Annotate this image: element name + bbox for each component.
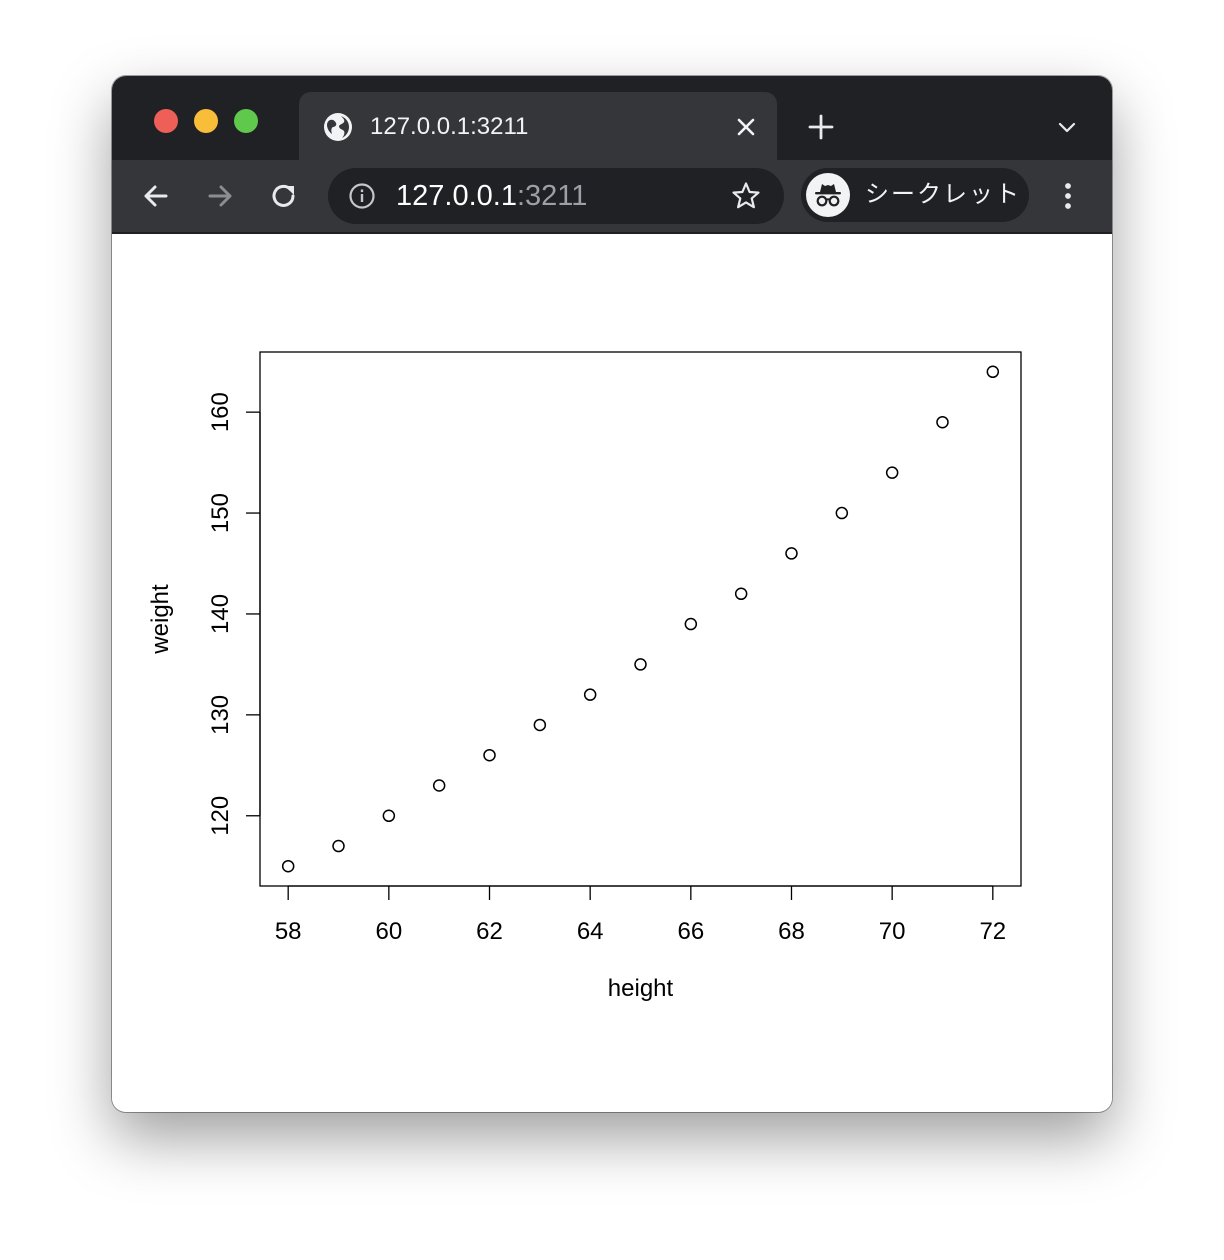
data-point (583, 688, 597, 701)
y-tick-label: 130 (207, 695, 234, 735)
browser-toolbar: 127.0.0.1:3211 シークレット (112, 160, 1112, 234)
url-host: 127.0.0.1 (396, 180, 517, 212)
x-tick-label: 64 (577, 918, 604, 945)
data-point (533, 718, 547, 732)
data-point (483, 748, 496, 762)
forward-button[interactable] (202, 178, 238, 214)
data-point (332, 839, 345, 853)
data-point (634, 658, 647, 671)
incognito-profile-button[interactable]: シークレット (801, 168, 1029, 222)
browser-tab[interactable]: 127.0.0.1:3211 (299, 92, 777, 160)
x-tick-label: 60 (375, 918, 402, 945)
kebab-menu-icon[interactable] (1054, 180, 1082, 212)
y-tick-label: 160 (207, 392, 234, 432)
info-icon[interactable] (348, 182, 376, 210)
x-tick-label: 62 (476, 918, 503, 945)
new-tab-button[interactable] (806, 112, 836, 142)
x-tick-label: 72 (979, 918, 1006, 945)
tab-title: 127.0.0.1:3211 (370, 113, 529, 140)
y-tick-label: 120 (207, 796, 234, 836)
data-point (281, 859, 295, 873)
y-axis-label: weight (147, 584, 174, 655)
tab-strip: 127.0.0.1:3211 (112, 76, 1112, 160)
page-content: 58 60 62 64 66 68 70 72 120 130 140 150 160 height wei… (112, 234, 1112, 1112)
chevron-down-icon[interactable] (1056, 116, 1078, 138)
data-point (936, 415, 949, 429)
data-point (885, 466, 899, 479)
data-point (734, 587, 748, 601)
zoom-window-button[interactable] (234, 109, 258, 133)
data-point (432, 779, 446, 792)
back-button[interactable] (138, 178, 174, 214)
incognito-icon (815, 184, 841, 207)
close-icon[interactable] (733, 114, 759, 140)
x-tick-label: 70 (879, 918, 906, 945)
scatter-plot: 58 60 62 64 66 68 70 72 120 130 140 150 160 height wei… (147, 351, 1022, 1002)
incognito-label: シークレット (865, 181, 1021, 208)
data-point (986, 365, 1000, 379)
minimize-window-button[interactable] (194, 109, 218, 133)
x-tick-label: 68 (778, 918, 805, 945)
url-port: :3211 (516, 180, 588, 212)
data-point (785, 547, 798, 560)
address-bar[interactable]: 127.0.0.1:3211 (328, 168, 784, 224)
y-tick-label: 150 (207, 493, 234, 533)
data-point (684, 617, 698, 631)
x-axis-label: height (608, 975, 674, 1002)
x-tick-label: 66 (677, 918, 704, 945)
data-point (382, 809, 396, 823)
close-window-button[interactable] (154, 109, 178, 133)
browser-window: 127.0.0.1:3211 127. (112, 76, 1112, 1112)
plot-frame (259, 351, 1022, 887)
url-text[interactable]: 127.0.0.1:3211 (396, 179, 587, 213)
globe-icon (324, 113, 352, 141)
avatar (806, 173, 850, 217)
x-tick-label: 58 (275, 918, 302, 945)
star-icon[interactable] (730, 180, 762, 212)
y-tick-label: 140 (207, 594, 234, 634)
reload-button[interactable] (266, 178, 302, 214)
data-point (835, 506, 849, 520)
